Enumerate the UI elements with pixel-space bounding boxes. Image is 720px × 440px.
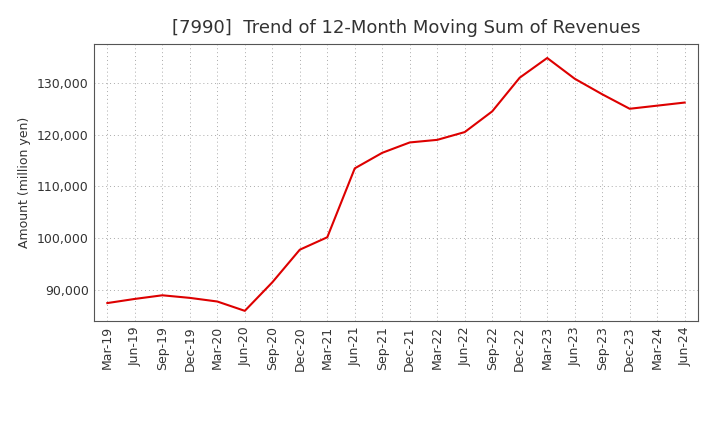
Text: [7990]  Trend of 12-Month Moving Sum of Revenues: [7990] Trend of 12-Month Moving Sum of R… <box>172 19 641 37</box>
Y-axis label: Amount (million yen): Amount (million yen) <box>18 117 31 248</box>
